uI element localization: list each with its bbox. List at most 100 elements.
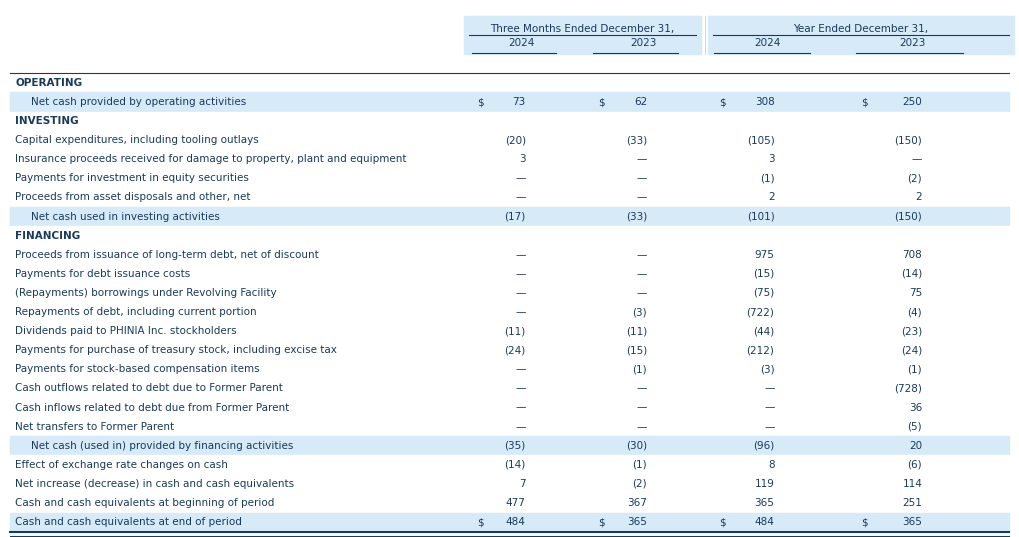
Text: (212): (212) xyxy=(747,345,774,355)
Text: 3: 3 xyxy=(767,154,774,164)
Text: (33): (33) xyxy=(626,135,647,145)
Text: (3): (3) xyxy=(760,364,774,374)
Text: $: $ xyxy=(477,97,484,107)
Bar xyxy=(10,302,1009,322)
Text: 114: 114 xyxy=(902,479,922,489)
Bar xyxy=(10,245,1009,264)
Text: (15): (15) xyxy=(753,269,774,279)
Text: $: $ xyxy=(861,517,868,527)
Text: Net cash provided by operating activities: Net cash provided by operating activitie… xyxy=(31,97,246,107)
Text: (33): (33) xyxy=(626,212,647,222)
Text: (101): (101) xyxy=(747,212,774,222)
Text: 250: 250 xyxy=(903,97,922,107)
Bar xyxy=(10,340,1009,360)
Text: Year Ended December 31,: Year Ended December 31, xyxy=(794,24,928,34)
Bar xyxy=(10,264,1009,284)
Text: 8: 8 xyxy=(767,460,774,470)
Bar xyxy=(10,417,1009,436)
Text: —: — xyxy=(516,383,526,394)
Text: —: — xyxy=(637,269,647,279)
Text: INVESTING: INVESTING xyxy=(15,116,78,126)
Text: —: — xyxy=(637,154,647,164)
Text: (1): (1) xyxy=(633,460,647,470)
Text: 251: 251 xyxy=(902,498,922,508)
Text: (722): (722) xyxy=(747,307,774,317)
Bar xyxy=(10,226,1009,245)
Text: (728): (728) xyxy=(895,383,922,394)
Bar xyxy=(10,398,1009,417)
Text: —: — xyxy=(764,383,774,394)
Text: OPERATING: OPERATING xyxy=(15,78,83,88)
Text: 36: 36 xyxy=(909,403,922,412)
Text: (11): (11) xyxy=(626,326,647,336)
Text: —: — xyxy=(637,383,647,394)
Text: (105): (105) xyxy=(747,135,774,145)
Text: —: — xyxy=(912,154,922,164)
Text: $: $ xyxy=(719,517,727,527)
Text: Payments for debt issuance costs: Payments for debt issuance costs xyxy=(15,269,191,279)
Text: (1): (1) xyxy=(908,364,922,374)
Text: —: — xyxy=(637,403,647,412)
Text: (35): (35) xyxy=(504,441,526,451)
Text: (17): (17) xyxy=(504,212,526,222)
Text: Net cash used in investing activities: Net cash used in investing activities xyxy=(31,212,219,222)
Text: (44): (44) xyxy=(753,326,774,336)
Text: (75): (75) xyxy=(753,288,774,298)
Text: Net increase (decrease) in cash and cash equivalents: Net increase (decrease) in cash and cash… xyxy=(15,479,294,489)
Text: 2024: 2024 xyxy=(754,38,781,48)
Text: 477: 477 xyxy=(505,498,526,508)
Text: 73: 73 xyxy=(513,97,526,107)
Bar xyxy=(10,494,1009,512)
Bar xyxy=(464,16,701,54)
Text: (3): (3) xyxy=(633,307,647,317)
Text: 365: 365 xyxy=(902,517,922,527)
Text: $: $ xyxy=(861,97,868,107)
Text: $: $ xyxy=(477,517,484,527)
Text: (30): (30) xyxy=(626,441,647,451)
Text: 365: 365 xyxy=(754,498,774,508)
Text: (11): (11) xyxy=(504,326,526,336)
Text: —: — xyxy=(516,364,526,374)
Bar xyxy=(708,16,1014,54)
Text: (24): (24) xyxy=(504,345,526,355)
Text: 7: 7 xyxy=(519,479,526,489)
Text: 2023: 2023 xyxy=(899,38,925,48)
Text: (5): (5) xyxy=(908,422,922,432)
Text: 75: 75 xyxy=(909,288,922,298)
Text: Proceeds from issuance of long-term debt, net of discount: Proceeds from issuance of long-term debt… xyxy=(15,250,319,260)
Bar xyxy=(10,436,1009,455)
Text: (15): (15) xyxy=(626,345,647,355)
Text: 3: 3 xyxy=(519,154,526,164)
Bar xyxy=(10,112,1009,130)
Text: Net transfers to Former Parent: Net transfers to Former Parent xyxy=(15,422,174,432)
Text: 20: 20 xyxy=(909,441,922,451)
Text: —: — xyxy=(516,192,526,202)
Text: 308: 308 xyxy=(755,97,774,107)
Text: (150): (150) xyxy=(895,212,922,222)
Text: (14): (14) xyxy=(901,269,922,279)
Text: 2023: 2023 xyxy=(630,38,656,48)
Text: Payments for investment in equity securities: Payments for investment in equity securi… xyxy=(15,173,250,184)
Text: (150): (150) xyxy=(895,135,922,145)
Text: 2: 2 xyxy=(767,192,774,202)
Text: (20): (20) xyxy=(504,135,526,145)
Text: 365: 365 xyxy=(627,517,647,527)
Bar xyxy=(10,207,1009,226)
Bar xyxy=(10,188,1009,207)
Text: (24): (24) xyxy=(901,345,922,355)
Bar xyxy=(10,74,1009,92)
Text: Dividends paid to PHINIA Inc. stockholders: Dividends paid to PHINIA Inc. stockholde… xyxy=(15,326,236,336)
Text: Insurance proceeds received for damage to property, plant and equipment: Insurance proceeds received for damage t… xyxy=(15,154,407,164)
Text: 484: 484 xyxy=(754,517,774,527)
Text: —: — xyxy=(637,422,647,432)
Bar xyxy=(10,92,1009,112)
Text: 2024: 2024 xyxy=(508,38,535,48)
Text: (2): (2) xyxy=(633,479,647,489)
Text: Cash and cash equivalents at end of period: Cash and cash equivalents at end of peri… xyxy=(15,517,243,527)
Bar xyxy=(10,169,1009,188)
Text: —: — xyxy=(764,403,774,412)
Text: Cash and cash equivalents at beginning of period: Cash and cash equivalents at beginning o… xyxy=(15,498,275,508)
Text: Payments for purchase of treasury stock, including excise tax: Payments for purchase of treasury stock,… xyxy=(15,345,337,355)
Text: —: — xyxy=(516,422,526,432)
Text: FINANCING: FINANCING xyxy=(15,231,81,241)
